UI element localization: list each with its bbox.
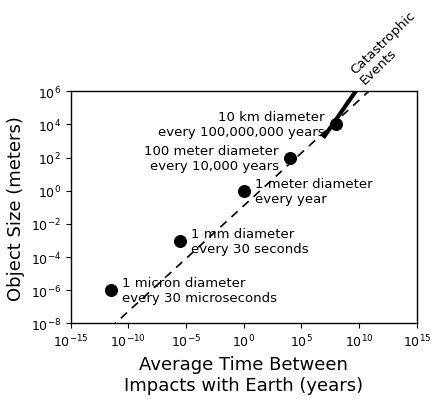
Point <box>107 287 114 294</box>
Text: 1 mm diameter
every 30 seconds: 1 mm diameter every 30 seconds <box>191 227 309 255</box>
Y-axis label: Object Size (meters): Object Size (meters) <box>7 115 25 300</box>
Text: 1 meter diameter
every year: 1 meter diameter every year <box>255 177 372 205</box>
Text: Catastrophic
Events: Catastrophic Events <box>348 8 428 87</box>
Point <box>332 122 339 128</box>
Point <box>240 188 247 194</box>
Point <box>177 238 184 244</box>
Point <box>286 155 293 162</box>
X-axis label: Average Time Between
Impacts with Earth (years): Average Time Between Impacts with Earth … <box>124 355 363 394</box>
Text: 100 meter diameter
every 10,000 years: 100 meter diameter every 10,000 years <box>145 144 279 172</box>
Text: 10 km diameter
every 100,000,000 years: 10 km diameter every 100,000,000 years <box>158 111 325 139</box>
Text: 1 micron diameter
every 30 microseconds: 1 micron diameter every 30 microseconds <box>122 277 277 304</box>
